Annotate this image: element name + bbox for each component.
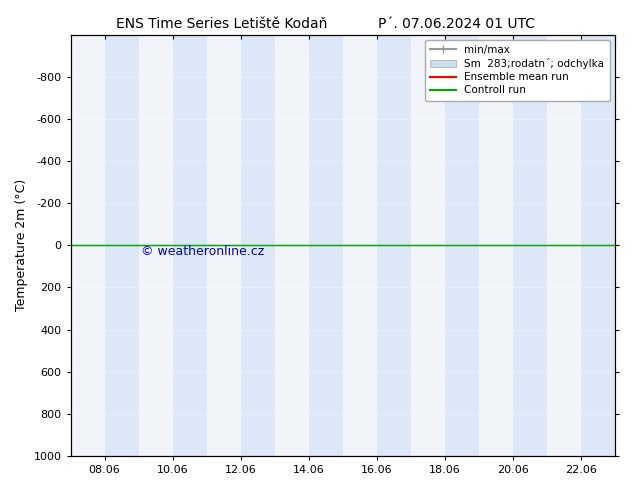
Bar (581, 35, 615, 456)
Bar (615, 35, 634, 456)
Bar (513, 35, 547, 456)
Text: © weatheronline.cz: © weatheronline.cz (141, 245, 264, 258)
Bar (343, 35, 377, 456)
Bar (377, 35, 411, 456)
Bar (207, 35, 241, 456)
Bar (275, 35, 309, 456)
Legend: min/max, Sm  283;rodatn´; odchylka, Ensemble mean run, Controll run: min/max, Sm 283;rodatn´; odchylka, Ensem… (425, 40, 610, 100)
Text: P´. 07.06.2024 01 UTC: P´. 07.06.2024 01 UTC (378, 17, 535, 31)
Bar (172, 35, 207, 456)
Bar (445, 35, 479, 456)
Bar (105, 35, 139, 456)
Bar (139, 35, 172, 456)
Bar (411, 35, 445, 456)
Bar (479, 35, 513, 456)
Bar (309, 35, 343, 456)
Bar (241, 35, 275, 456)
Bar (547, 35, 581, 456)
Text: ENS Time Series Letiště Kodaň: ENS Time Series Letiště Kodaň (116, 17, 328, 31)
Bar (70, 35, 105, 456)
Y-axis label: Temperature 2m (°C): Temperature 2m (°C) (15, 179, 28, 312)
